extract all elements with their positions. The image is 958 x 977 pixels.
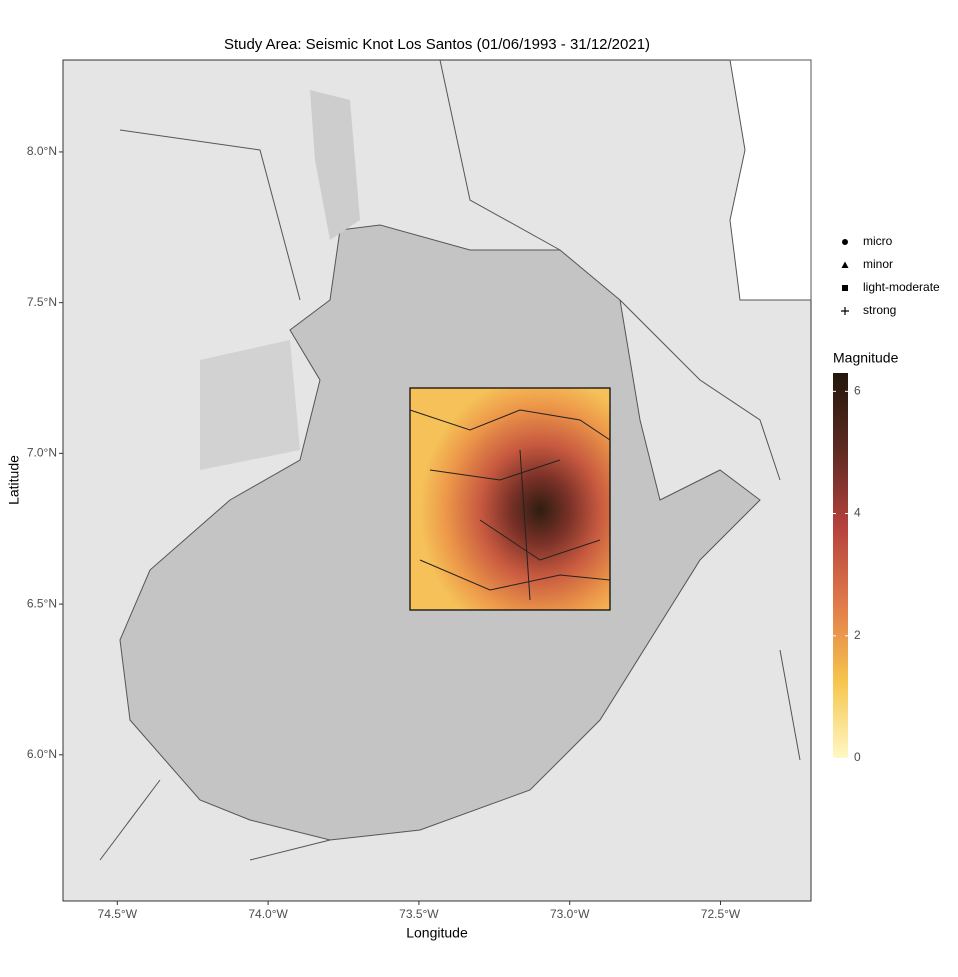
colorbar-title: Magnitude: [833, 350, 899, 366]
x-axis-label: Longitude: [406, 925, 468, 941]
legend-key: [842, 285, 848, 291]
colorbar-tick-label: 2: [854, 628, 861, 642]
legend-key: [841, 307, 849, 315]
boundary: [409, 409, 611, 601]
colorbar: [833, 373, 848, 758]
y-tick-label: 8.0°N: [27, 144, 57, 158]
legend-label: minor: [863, 257, 893, 271]
legend-label: light-moderate: [863, 280, 940, 294]
scatter-area: [200, 340, 300, 470]
x-tick-label: 73.0°W: [550, 907, 590, 921]
y-tick-label: 6.5°N: [27, 596, 57, 610]
legend-label: strong: [863, 303, 896, 317]
legend-label: micro: [863, 234, 893, 248]
legend-key: [841, 261, 849, 268]
y-tick-label: 6.0°N: [27, 747, 57, 761]
x-tick-label: 74.0°W: [248, 907, 288, 921]
y-tick-label: 7.5°N: [27, 295, 57, 309]
x-tick-label: 74.5°W: [98, 907, 138, 921]
boundary: [99, 59, 801, 861]
y-axis-label: Latitude: [6, 455, 22, 505]
colorbar-tick-label: 4: [854, 506, 861, 520]
scatter-area: [310, 90, 360, 240]
chart-title: Study Area: Seismic Knot Los Santos (01/…: [224, 36, 650, 53]
legend-key: [842, 239, 848, 245]
colorbar-tick-label: 0: [854, 750, 861, 764]
x-tick-label: 73.5°W: [399, 907, 439, 921]
sea-area: [729, 59, 812, 301]
y-tick-label: 7.0°N: [27, 446, 57, 460]
x-tick-label: 72.5°W: [701, 907, 741, 921]
colorbar-tick-label: 6: [854, 384, 861, 398]
study-area: [409, 387, 611, 611]
